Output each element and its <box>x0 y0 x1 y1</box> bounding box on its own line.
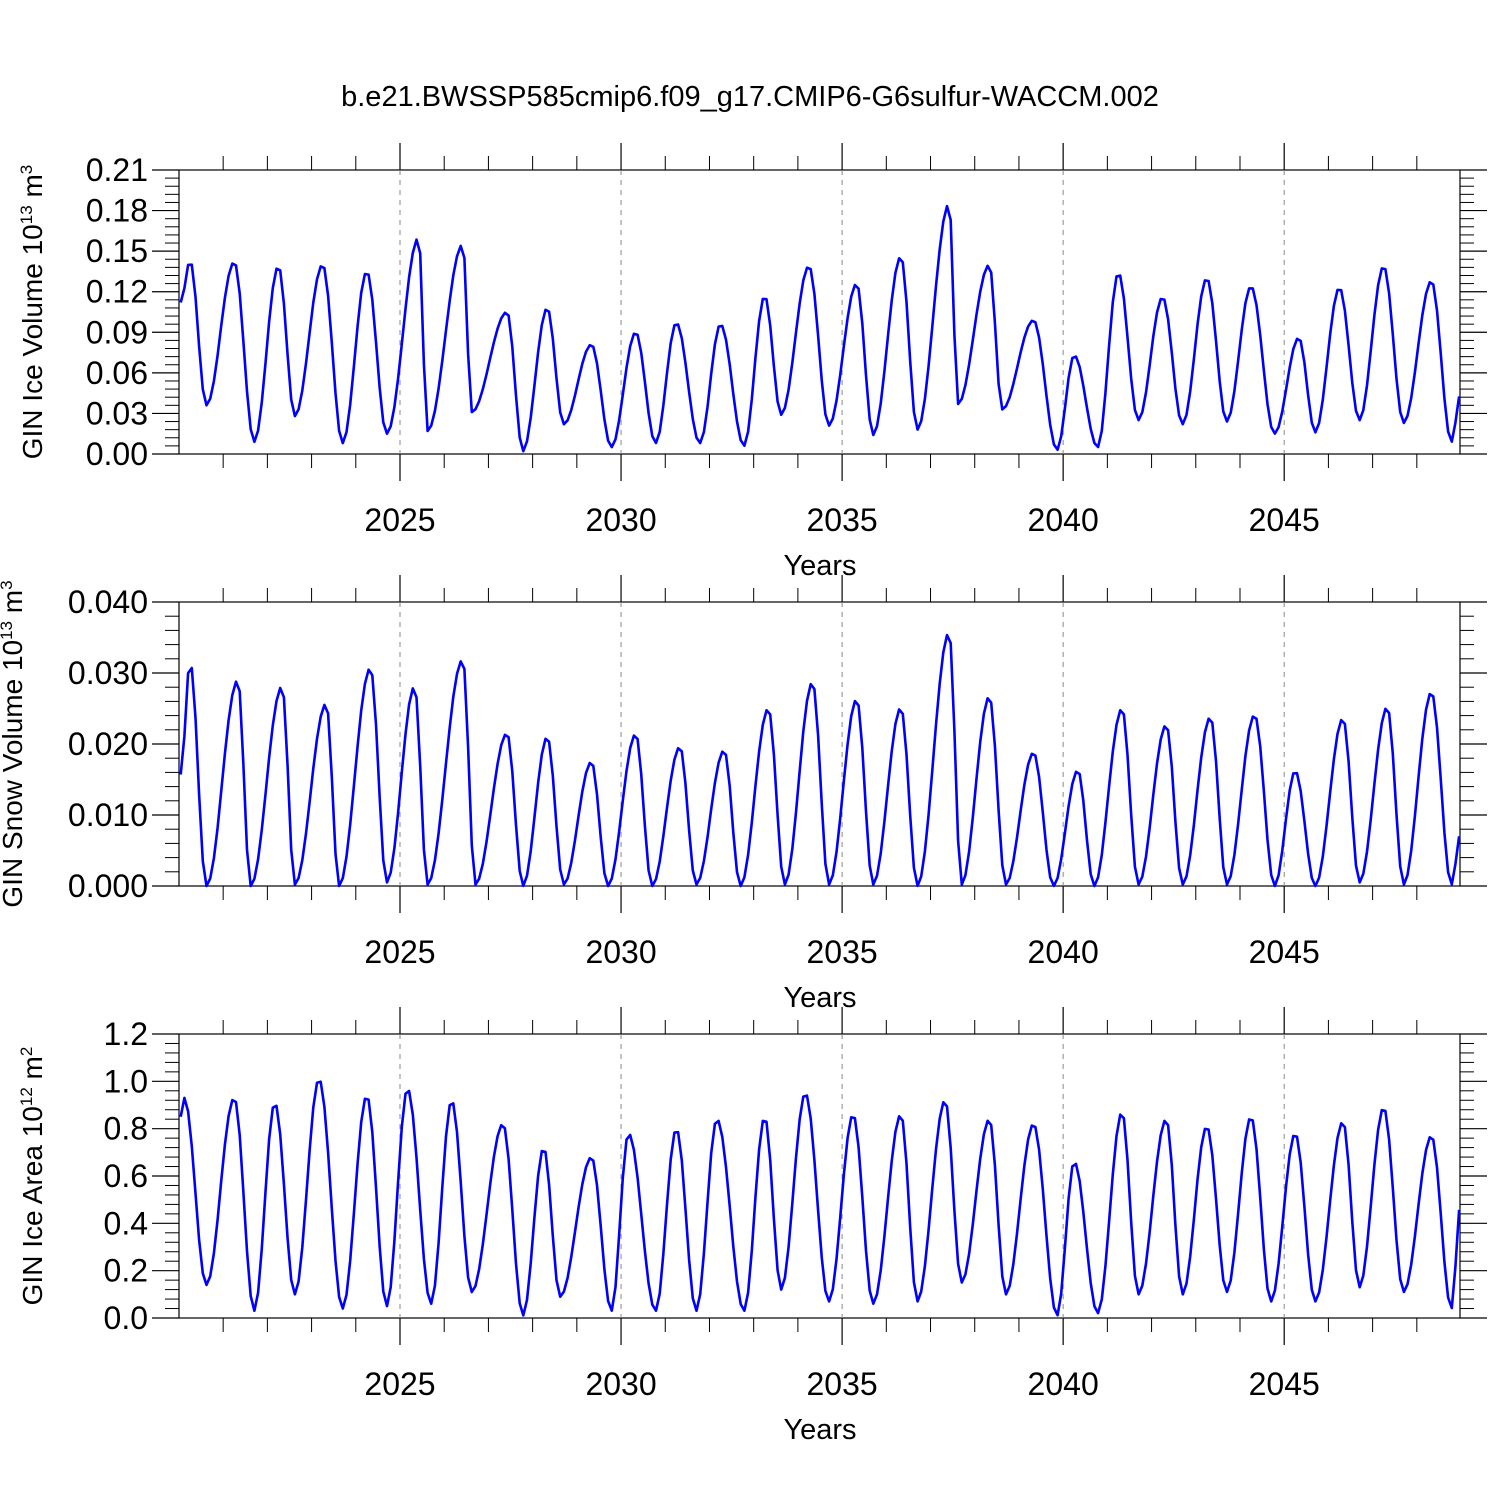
series-line-1 <box>179 204 1461 453</box>
x-tick-label: 2045 <box>1249 1366 1320 1402</box>
y-tick-label: 0.06 <box>86 355 148 391</box>
y-axis-label: GIN Ice Area 1012 m2 <box>17 1047 48 1306</box>
y-tick-label: 0.21 <box>86 152 148 188</box>
plot-frame <box>178 169 1461 455</box>
x-tick-label: 2035 <box>807 502 878 538</box>
y-tick-label: 0.000 <box>68 868 148 904</box>
x-tick-label: 2040 <box>1028 502 1099 538</box>
series-line-1 <box>179 633 1461 888</box>
y-tick-label: 1.0 <box>104 1063 148 1099</box>
x-tick-label: 2040 <box>1028 934 1099 970</box>
x-tick-label: 2025 <box>364 502 435 538</box>
y-tick-label: 0.00 <box>86 436 148 472</box>
y-tick-label: 0.6 <box>104 1158 148 1194</box>
y-axis-label: GIN Snow Volume 1013 m3 <box>0 580 28 907</box>
y-tick-label: 1.2 <box>104 1016 148 1052</box>
x-tick-label: 2025 <box>364 1366 435 1402</box>
x-tick-label: 2030 <box>585 502 656 538</box>
x-tick-label: 2035 <box>807 1366 878 1402</box>
y-tick-label: 0.020 <box>68 726 148 762</box>
chart-panel-3: 2025 2030 2035 2040 2045 0.0 0.2 0.4 0.6 0.8 1.0 1.… <box>17 1007 1487 1446</box>
y-tick-label: 0.18 <box>86 193 148 229</box>
y-tick-label: 0.15 <box>86 233 148 269</box>
y-tick-label: 0.09 <box>86 314 148 350</box>
y-tick-label: 0.010 <box>68 797 148 833</box>
x-tick-label: 2030 <box>585 1366 656 1402</box>
x-tick-label: 2045 <box>1249 502 1320 538</box>
y-tick-label: 0.12 <box>86 274 148 310</box>
y-tick-label: 0.0 <box>104 1300 148 1336</box>
y-tick-label: 0.040 <box>68 584 148 620</box>
series-line-1 <box>179 1080 1461 1317</box>
x-axis-label: Years <box>783 982 856 1014</box>
y-axis-label: GIN Ice Volume 1013 m3 <box>17 165 48 460</box>
y-tick-label: 0.8 <box>104 1111 148 1147</box>
x-axis-label: Years <box>783 1414 856 1446</box>
y-tick-label: 0.03 <box>86 395 148 431</box>
chart-title: b.e21.BWSSP585cmip6.f09_g17.CMIP6-G6sulf… <box>341 81 1159 113</box>
y-tick-label: 0.030 <box>68 655 148 691</box>
y-tick-label: 0.4 <box>104 1205 148 1241</box>
y-tick-label: 0.2 <box>104 1253 148 1289</box>
plot-frame <box>178 1033 1461 1319</box>
x-tick-label: 2030 <box>585 934 656 970</box>
x-tick-label: 2025 <box>364 934 435 970</box>
x-tick-label: 2040 <box>1028 1366 1099 1402</box>
x-tick-label: 2035 <box>807 934 878 970</box>
x-tick-label: 2045 <box>1249 934 1320 970</box>
x-axis-label: Years <box>783 550 856 582</box>
chart-panel-1: 2025 2030 2035 2040 2045 0.00 0.03 0.06 0.09 0.12… <box>17 143 1487 582</box>
chart-panel-2: 2025 2030 2035 2040 2045 0.000 0.010 0.020 0.030… <box>0 575 1487 1014</box>
